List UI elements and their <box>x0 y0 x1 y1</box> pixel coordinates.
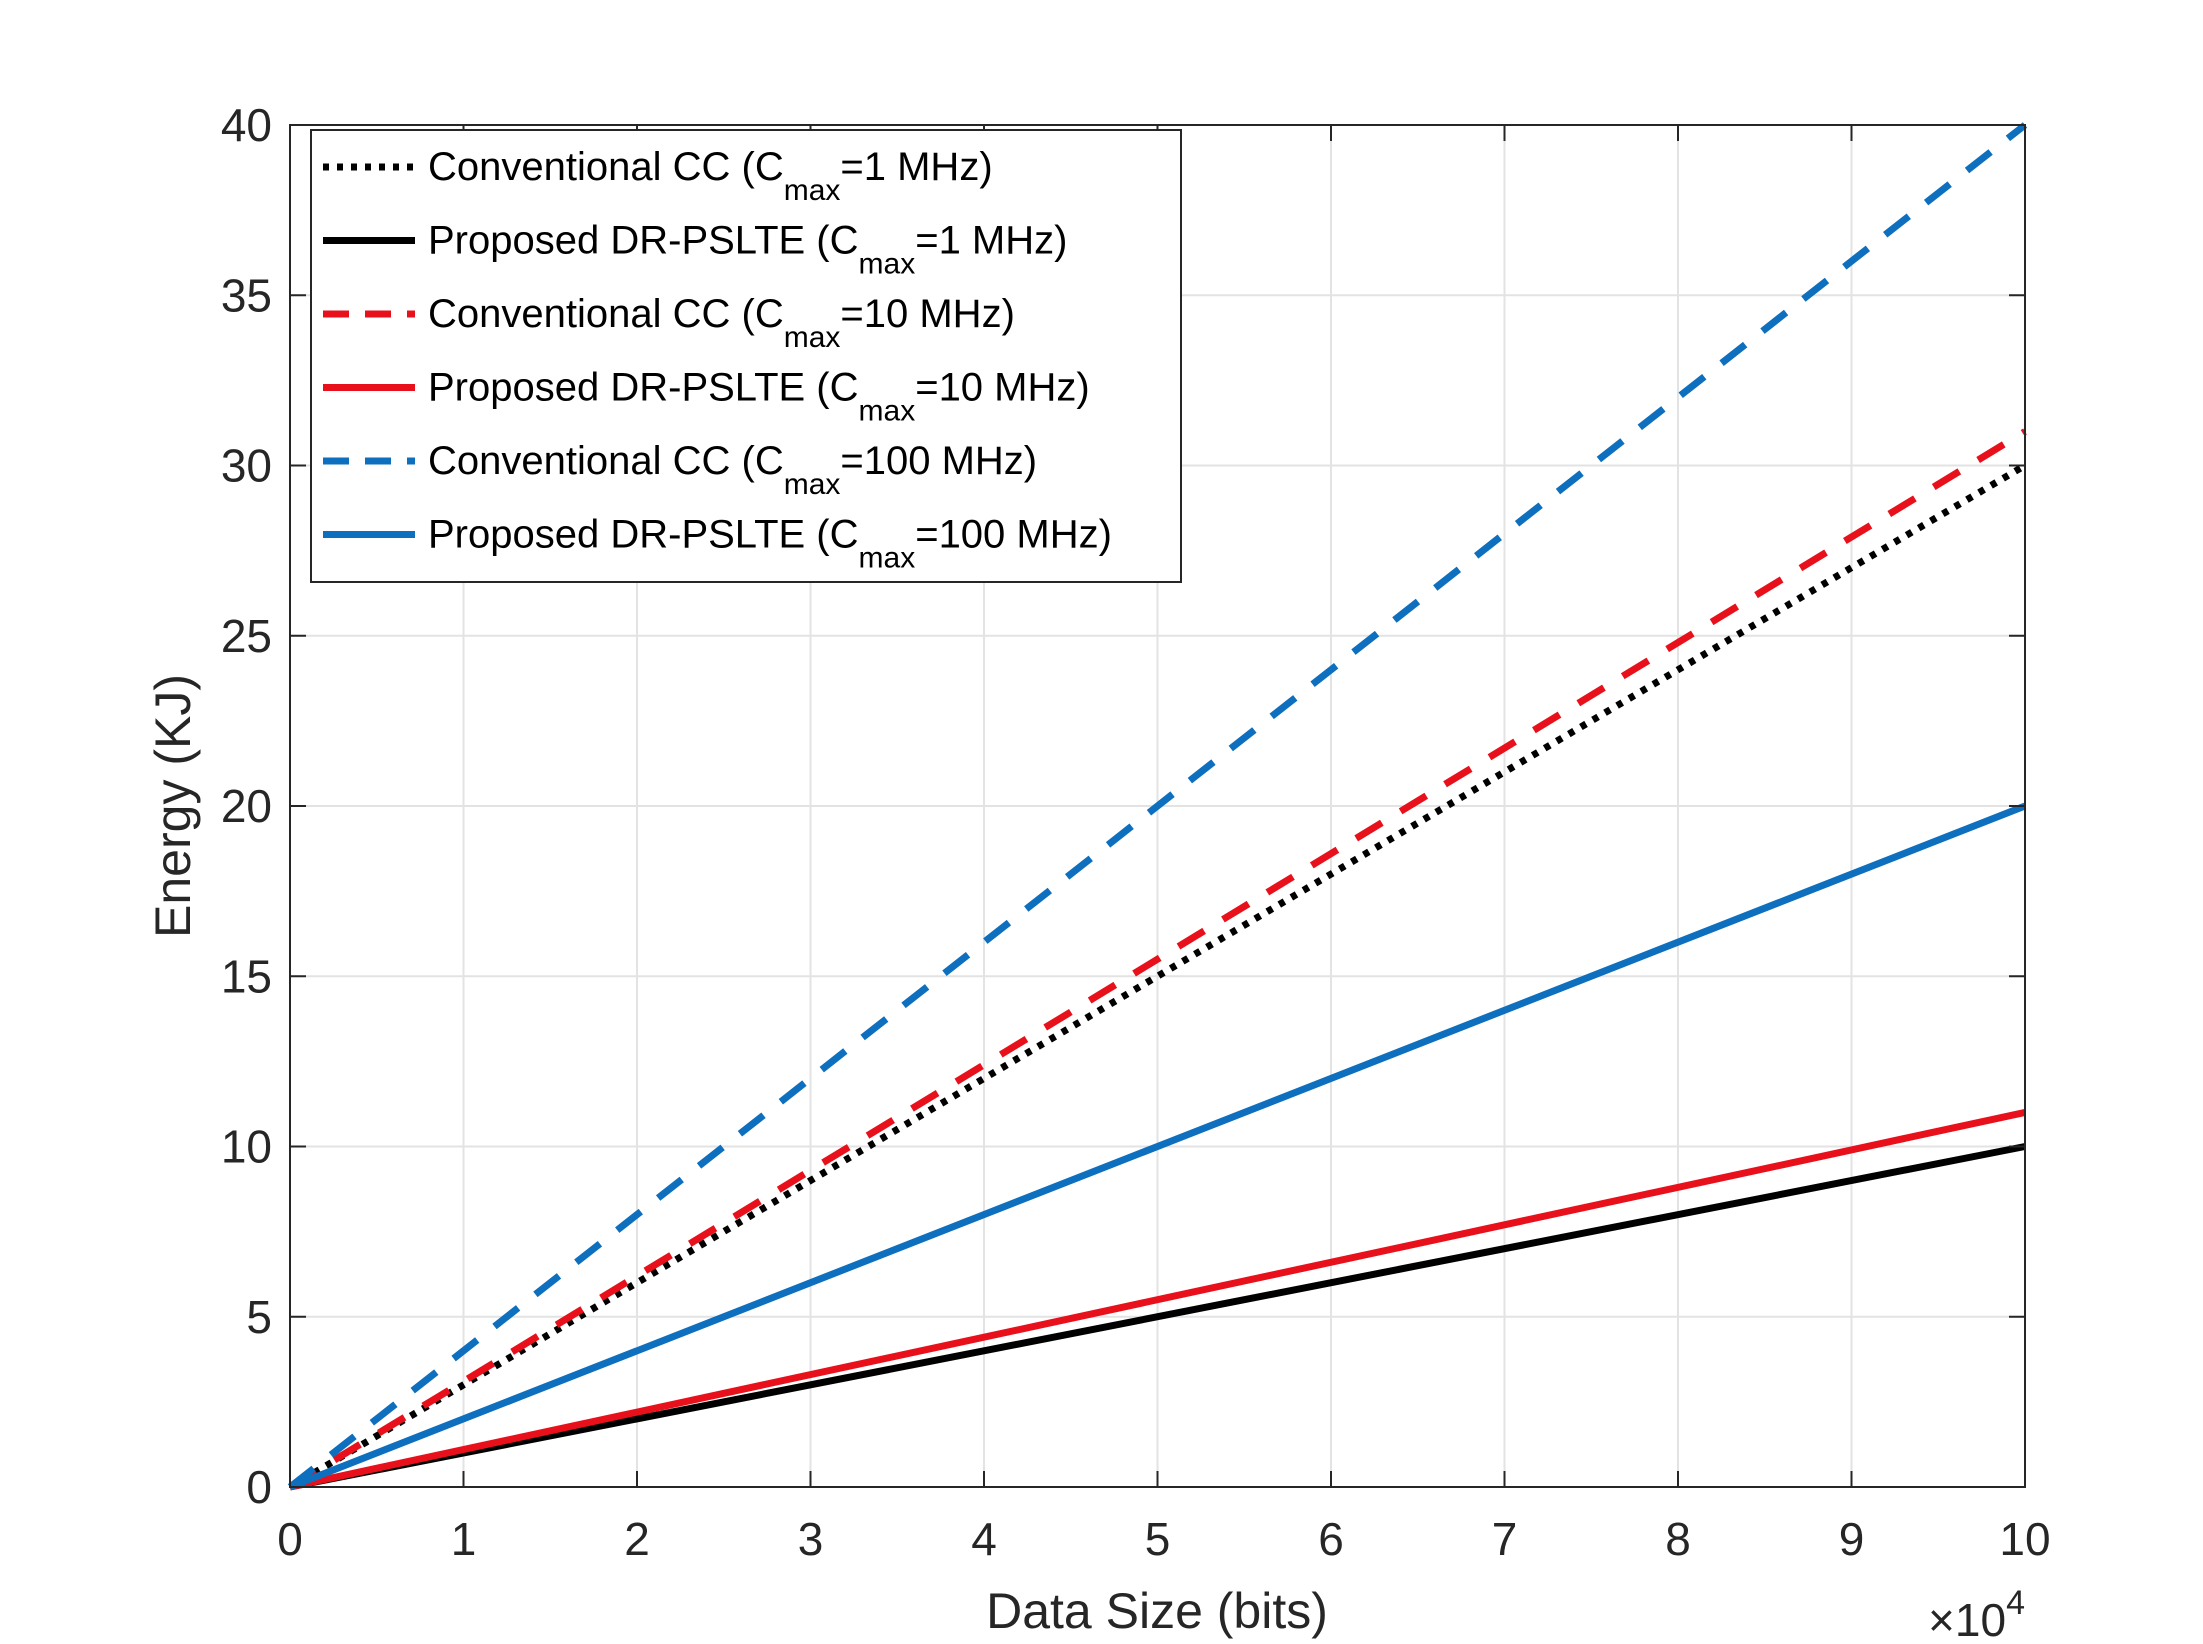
legend-entry-6: Proposed DR-PSLTE (Cmax=100 MHz) <box>428 513 1112 575</box>
legend-main-text: Conventional CC (C <box>428 145 784 189</box>
legend-entry-2: Proposed DR-PSLTE (Cmax=1 MHz) <box>428 219 1067 281</box>
legend-entry-4: Proposed DR-PSLTE (Cmax=10 MHz) <box>428 366 1090 428</box>
x-axis-label: Data Size (bits) <box>986 1583 1328 1639</box>
series-line-4 <box>289 1109 2026 1491</box>
series-line-6 <box>288 802 2027 1491</box>
y-tick-label: 20 <box>221 780 272 832</box>
x-tick-label: 9 <box>1839 1513 1865 1565</box>
y-tick-label: 0 <box>246 1461 272 1513</box>
y-tick-label: 10 <box>221 1121 272 1173</box>
legend-subscript: max <box>859 248 916 281</box>
legend-rest-text: =10 MHz) <box>915 366 1090 410</box>
x-axis-multiplier: ×104 <box>1928 1584 2025 1644</box>
y-tick-label: 40 <box>221 99 272 151</box>
x-tick-labels: 0 1 2 3 4 5 6 7 8 9 10 <box>277 1513 2050 1565</box>
legend-entry-1: Conventional CC (Cmax=1 MHz) <box>428 145 993 207</box>
legend-rest-text: =100 MHz) <box>915 513 1112 557</box>
x-multiplier-base: ×10 <box>1928 1594 2006 1644</box>
y-tick-label: 35 <box>221 269 272 321</box>
legend-rest-text: =1 MHz) <box>915 219 1067 263</box>
y-tick-label: 15 <box>221 950 272 1002</box>
legend-main-text: Proposed DR-PSLTE (C <box>428 219 859 263</box>
y-tick-label: 30 <box>221 440 272 492</box>
x-tick-label: 5 <box>1145 1513 1171 1565</box>
y-tick-label: 25 <box>221 610 272 662</box>
legend-main-text: Proposed DR-PSLTE (C <box>428 513 859 557</box>
series-line-2 <box>289 1143 2026 1491</box>
legend-entry-5: Conventional CC (Cmax=100 MHz) <box>428 439 1037 501</box>
x-tick-label: 6 <box>1318 1513 1344 1565</box>
x-tick-label: 4 <box>971 1513 997 1565</box>
legend-rest-text: =1 MHz) <box>840 145 992 189</box>
x-tick-label: 3 <box>798 1513 824 1565</box>
y-axis-label: Energy (KJ) <box>145 674 201 938</box>
legend-subscript: max <box>859 542 916 575</box>
legend-rest-text: =10 MHz) <box>840 292 1015 336</box>
x-tick-label: 7 <box>1492 1513 1518 1565</box>
legend-main-text: Conventional CC (C <box>428 292 784 336</box>
y-tick-labels: 0 5 10 15 20 25 30 35 40 <box>221 99 272 1513</box>
x-tick-label: 1 <box>451 1513 477 1565</box>
legend-subscript: max <box>784 468 841 501</box>
legend-entry-3: Conventional CC (Cmax=10 MHz) <box>428 292 1015 354</box>
x-tick-label: 10 <box>1999 1513 2050 1565</box>
legend: Conventional CC (Cmax=1 MHz)Proposed DR-… <box>310 129 1182 583</box>
legend-subscript: max <box>784 321 841 354</box>
series-line-5 <box>287 122 2028 1490</box>
legend-main-text: Conventional CC (C <box>428 439 784 483</box>
x-tick-label: 0 <box>277 1513 303 1565</box>
x-tick-label: 8 <box>1665 1513 1691 1565</box>
legend-box <box>310 129 1182 583</box>
legend-subscript: max <box>784 174 841 207</box>
legend-main-text: Proposed DR-PSLTE (C <box>428 366 859 410</box>
legend-rest-text: =100 MHz) <box>840 439 1037 483</box>
legend-subscript: max <box>859 395 916 428</box>
series-line-3 <box>288 428 2027 1490</box>
x-tick-label: 2 <box>624 1513 650 1565</box>
x-multiplier-exponent: 4 <box>2006 1584 2025 1622</box>
y-tick-label: 5 <box>246 1291 272 1343</box>
series-layer <box>287 122 2028 1491</box>
